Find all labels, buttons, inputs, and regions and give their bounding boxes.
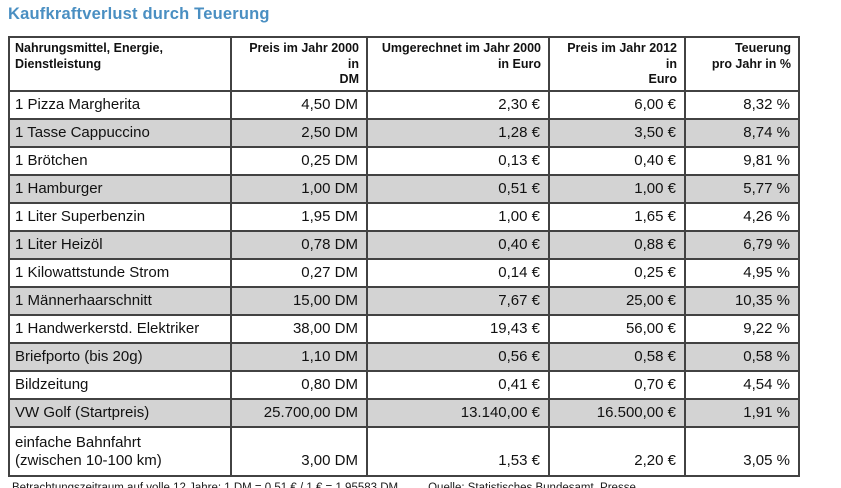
price-2000-dm-cell: 0,78 DM (230, 230, 368, 261)
item-cell: 1 Hamburger (8, 174, 232, 205)
price-2000-dm-cell: 1,95 DM (230, 202, 368, 233)
price-2000-dm-cell: 4,50 DM (230, 90, 368, 121)
price-2000-eur-cell: 19,43 € (366, 314, 550, 345)
price-2000-eur-cell: 0,14 € (366, 258, 550, 289)
table-row: 1 Brötchen 0,25 DM 0,13 € 0,40 € 9,81 % (8, 146, 800, 177)
item-cell: 1 Tasse Cappuccino (8, 118, 232, 149)
item-cell: 1 Kilowattstunde Strom (8, 258, 232, 289)
inflation-cell: 1,91 % (684, 398, 800, 429)
page-title: Kaufkraftverlust durch Teuerung (8, 5, 270, 23)
item-cell: VW Golf (Startpreis) (8, 398, 232, 429)
table-row: einfache Bahnfahrt (zwischen 10-100 km) … (8, 426, 800, 478)
table-row: 1 Kilowattstunde Strom 0,27 DM 0,14 € 0,… (8, 258, 800, 289)
price-2012-eur-cell: 6,00 € (548, 90, 686, 121)
price-2000-eur-cell: 0,51 € (366, 174, 550, 205)
inflation-cell: 10,35 % (684, 286, 800, 317)
price-2000-dm-cell: 0,80 DM (230, 370, 368, 401)
inflation-cell: 3,05 % (684, 426, 800, 478)
price-2012-eur-cell: 16.500,00 € (548, 398, 686, 429)
price-2000-eur-cell: 1,53 € (366, 426, 550, 478)
price-2000-dm-cell: 0,27 DM (230, 258, 368, 289)
inflation-cell: 5,77 % (684, 174, 800, 205)
table-row: 1 Pizza Margherita 4,50 DM 2,30 € 6,00 €… (8, 90, 800, 121)
table-header-row: Nahrungsmittel, Energie, Dienstleistung … (8, 36, 800, 93)
item-cell: 1 Männerhaarschnitt (8, 286, 232, 317)
inflation-cell: 8,74 % (684, 118, 800, 149)
price-2000-eur-cell: 1,00 € (366, 202, 550, 233)
inflation-cell: 9,22 % (684, 314, 800, 345)
price-2012-eur-cell: 1,00 € (548, 174, 686, 205)
item-cell: Briefporto (bis 20g) (8, 342, 232, 373)
price-2000-eur-cell: 0,40 € (366, 230, 550, 261)
price-2012-eur-cell: 3,50 € (548, 118, 686, 149)
price-2000-eur-cell: 0,56 € (366, 342, 550, 373)
price-2012-eur-cell: 0,40 € (548, 146, 686, 177)
column-header-price-2012-eur: Preis im Jahr 2012 in Euro (548, 36, 686, 93)
inflation-cell: 4,95 % (684, 258, 800, 289)
price-2000-dm-cell: 3,00 DM (230, 426, 368, 478)
price-2000-eur-cell: 13.140,00 € (366, 398, 550, 429)
price-2012-eur-cell: 1,65 € (548, 202, 686, 233)
inflation-cell: 0,58 % (684, 342, 800, 373)
column-header-item: Nahrungsmittel, Energie, Dienstleistung (8, 36, 232, 93)
inflation-cell: 6,79 % (684, 230, 800, 261)
table-row: Bildzeitung 0,80 DM 0,41 € 0,70 € 4,54 % (8, 370, 800, 401)
price-2000-eur-cell: 2,30 € (366, 90, 550, 121)
price-2012-eur-cell: 0,58 € (548, 342, 686, 373)
price-2012-eur-cell: 0,88 € (548, 230, 686, 261)
price-2000-eur-cell: 1,28 € (366, 118, 550, 149)
item-cell: 1 Brötchen (8, 146, 232, 177)
item-cell: 1 Liter Superbenzin (8, 202, 232, 233)
price-2012-eur-cell: 56,00 € (548, 314, 686, 345)
price-2012-eur-cell: 25,00 € (548, 286, 686, 317)
item-cell: 1 Handwerkerstd. Elektriker (8, 314, 232, 345)
price-2000-dm-cell: 38,00 DM (230, 314, 368, 345)
table-row: 1 Tasse Cappuccino 2,50 DM 1,28 € 3,50 €… (8, 118, 800, 149)
footnote-source: Quelle: Statistisches Bundesamt, Presse (428, 482, 636, 488)
table-row: 1 Handwerkerstd. Elektriker 38,00 DM 19,… (8, 314, 800, 345)
table-row: VW Golf (Startpreis) 25.700,00 DM 13.140… (8, 398, 800, 429)
price-2000-dm-cell: 2,50 DM (230, 118, 368, 149)
price-table: Nahrungsmittel, Energie, Dienstleistung … (8, 36, 800, 478)
table-row: 1 Männerhaarschnitt 15,00 DM 7,67 € 25,0… (8, 286, 800, 317)
price-2000-eur-cell: 0,13 € (366, 146, 550, 177)
footnote-period: Betrachtungszeitraum auf volle 12 Jahre;… (12, 482, 398, 488)
table-row: 1 Hamburger 1,00 DM 0,51 € 1,00 € 5,77 % (8, 174, 800, 205)
price-2000-dm-cell: 1,10 DM (230, 342, 368, 373)
column-header-converted-2000-eur: Umgerechnet im Jahr 2000 in Euro (366, 36, 550, 93)
price-2000-dm-cell: 0,25 DM (230, 146, 368, 177)
column-header-price-2000-dm: Preis im Jahr 2000 in DM (230, 36, 368, 93)
price-2000-eur-cell: 7,67 € (366, 286, 550, 317)
price-2000-dm-cell: 15,00 DM (230, 286, 368, 317)
price-2012-eur-cell: 0,70 € (548, 370, 686, 401)
item-cell: 1 Liter Heizöl (8, 230, 232, 261)
price-2012-eur-cell: 2,20 € (548, 426, 686, 478)
inflation-cell: 4,26 % (684, 202, 800, 233)
price-2012-eur-cell: 0,25 € (548, 258, 686, 289)
table-row: 1 Liter Superbenzin 1,95 DM 1,00 € 1,65 … (8, 202, 800, 233)
price-2000-dm-cell: 1,00 DM (230, 174, 368, 205)
inflation-cell: 9,81 % (684, 146, 800, 177)
item-cell: Bildzeitung (8, 370, 232, 401)
price-2000-eur-cell: 0,41 € (366, 370, 550, 401)
item-cell: 1 Pizza Margherita (8, 90, 232, 121)
inflation-cell: 8,32 % (684, 90, 800, 121)
item-cell: einfache Bahnfahrt (zwischen 10-100 km) (8, 426, 232, 478)
column-header-inflation-per-year: Teuerung pro Jahr in % (684, 36, 800, 93)
price-2000-dm-cell: 25.700,00 DM (230, 398, 368, 429)
footnote: Betrachtungszeitraum auf volle 12 Jahre;… (12, 482, 841, 488)
inflation-cell: 4,54 % (684, 370, 800, 401)
table-row: Briefporto (bis 20g) 1,10 DM 0,56 € 0,58… (8, 342, 800, 373)
table-row: 1 Liter Heizöl 0,78 DM 0,40 € 0,88 € 6,7… (8, 230, 800, 261)
